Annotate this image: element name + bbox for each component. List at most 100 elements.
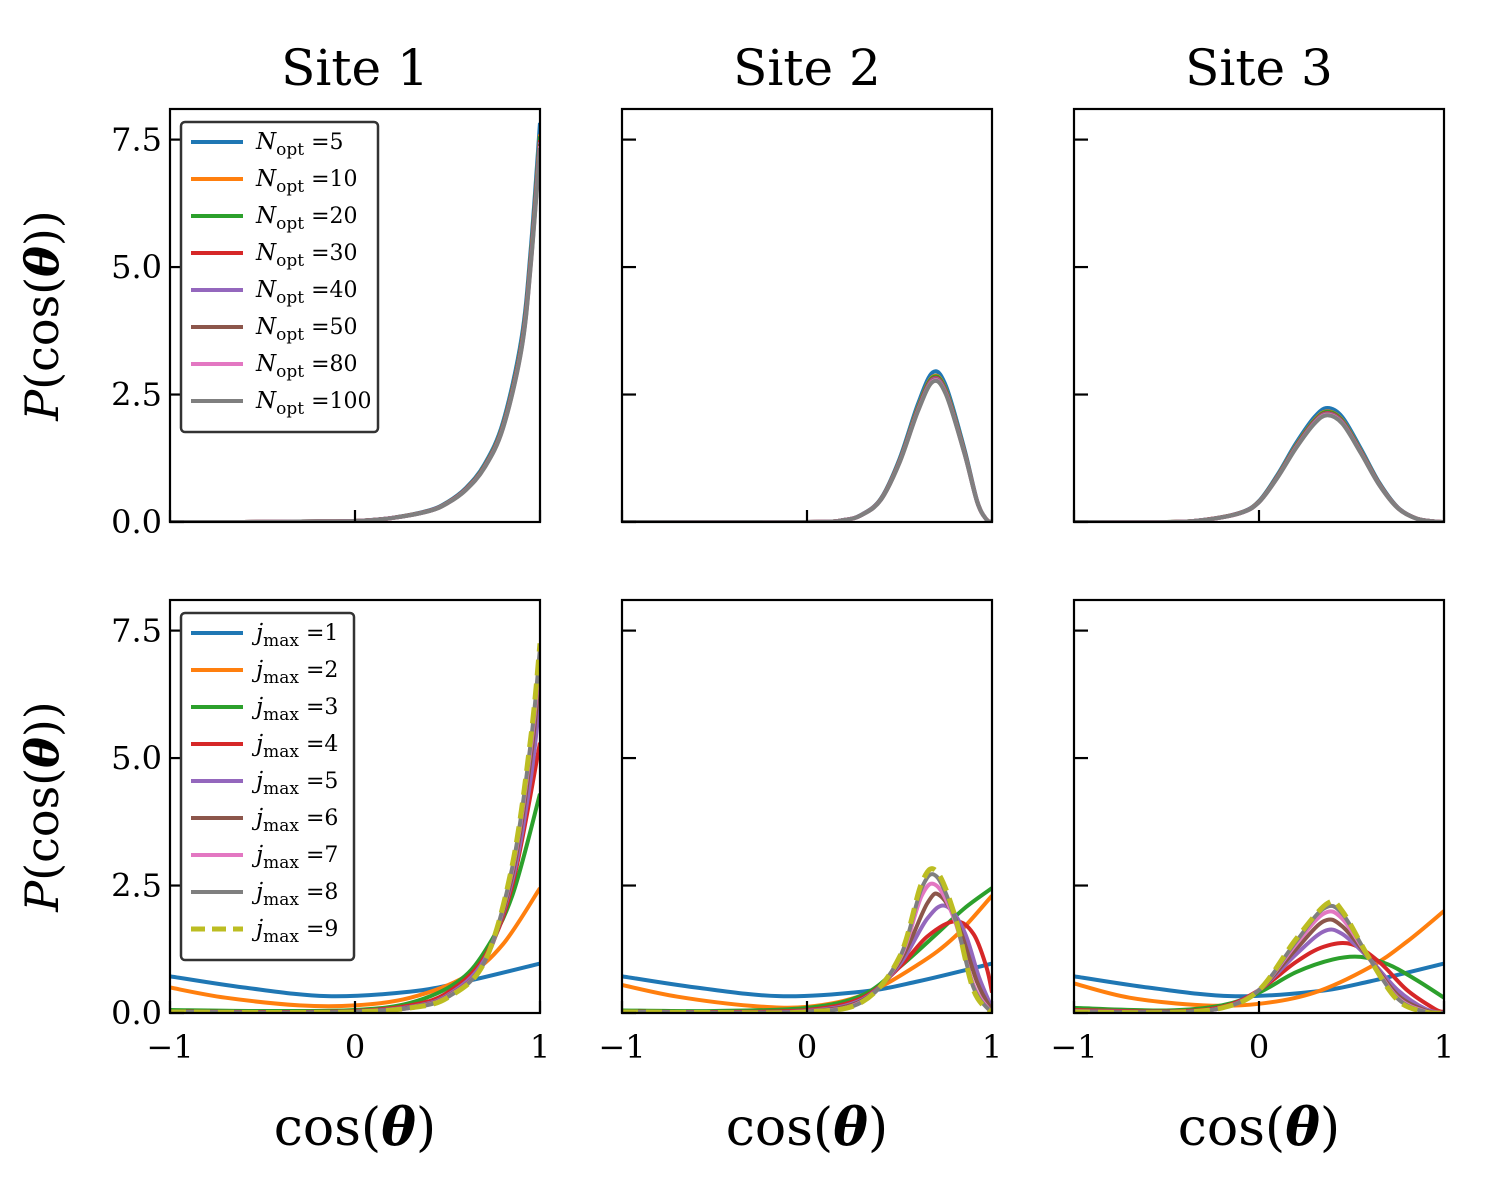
legend-label-6: jmax =6 [251, 805, 338, 836]
xlabel-text: ) [868, 1098, 888, 1158]
legend-label-80: Nopt =80 [255, 351, 358, 382]
legend-eq: = [299, 695, 324, 720]
series-line-n-40 [1074, 411, 1444, 522]
legend-label-2: jmax =2 [251, 657, 338, 688]
legend-label-20: Nopt =20 [255, 203, 358, 234]
axes-frame [1072, 598, 1446, 1015]
legend-subscript: max [263, 779, 299, 799]
ylabel-theta: θ [15, 246, 69, 277]
x-tick-label: 1 [982, 1028, 1002, 1066]
legend-eq: = [299, 806, 324, 831]
series-line-j-2 [622, 894, 992, 1010]
axes-frame [1072, 107, 1446, 524]
legend-value: 5 [330, 130, 344, 155]
legend-subscript: max [263, 668, 299, 688]
legend-eq: = [299, 843, 324, 868]
x-tick-label: −1 [598, 1028, 645, 1066]
x-axis-label: cos(θ) [726, 1097, 888, 1158]
legend-value: 4 [324, 732, 338, 757]
legend-value: 80 [330, 352, 358, 377]
series-line-n-30 [622, 375, 992, 522]
legend-label-3: jmax =3 [251, 694, 338, 725]
x-tick-label: 0 [797, 1028, 817, 1066]
ylabel-p: P [15, 389, 69, 422]
legend-subscript: opt [276, 214, 304, 234]
series-line-n-30 [1074, 411, 1444, 522]
series-line-j-9 [622, 866, 992, 1013]
series-line-n-20 [622, 374, 992, 522]
legend-value: 5 [324, 769, 338, 794]
legend-subscript: max [263, 631, 299, 651]
ylabel-text: )) [15, 210, 69, 246]
legend-subscript: opt [276, 140, 304, 160]
series-line-j-2 [1074, 909, 1444, 1008]
ylabel-text: (cos( [15, 768, 69, 881]
series-line-j-2 [170, 886, 540, 1009]
legend-label-30: Nopt =30 [255, 240, 358, 271]
legend-subscript: opt [276, 325, 304, 345]
x-axis-label: cos(θ) [274, 1097, 436, 1158]
xlabel-text: cos( [1178, 1098, 1285, 1158]
xlabel-text: cos( [274, 1098, 381, 1158]
legend-eq: = [299, 621, 324, 646]
legend-subscript: max [263, 816, 299, 836]
ylabel-text: )) [15, 701, 69, 737]
y-tick-label: 0.0 [111, 503, 162, 541]
y-tick-label: 2.5 [111, 376, 162, 414]
xlabel-text: ) [1320, 1098, 1340, 1158]
legend-subscript: max [263, 705, 299, 725]
series-line-j-9 [170, 643, 540, 1013]
column-title-1: Site 1 [281, 39, 429, 97]
xlabel-theta: θ [1285, 1097, 1320, 1158]
legend-value: 10 [330, 167, 358, 192]
legend-subscript: max [263, 927, 299, 947]
legend-box [179, 611, 356, 962]
column-title-3: Site 3 [1185, 39, 1333, 97]
series-line-j-1 [170, 961, 540, 999]
series-line-n-5 [622, 369, 992, 522]
legend-eq: = [304, 389, 329, 414]
xlabel-theta: θ [381, 1097, 416, 1158]
legend-value: 100 [330, 389, 372, 414]
series-line-n-40 [622, 376, 992, 522]
legend-subscript: opt [276, 177, 304, 197]
x-tick-label: 1 [1434, 1028, 1454, 1066]
series-line-n-100 [622, 378, 992, 522]
legend-subscript: opt [276, 251, 304, 271]
legend-symbol: N [255, 166, 277, 192]
legend-label-8: jmax =8 [251, 879, 338, 910]
series-line-j-9 [1074, 898, 1444, 1013]
legend-value: 20 [330, 204, 358, 229]
y-tick-label: 5.0 [111, 248, 162, 286]
y-tick-label: 7.5 [111, 612, 162, 650]
y-tick-label: 0.0 [111, 994, 162, 1032]
legend-label-9: jmax =9 [251, 916, 338, 947]
legend-value: 1 [324, 621, 338, 646]
panel-r2-c2: −1 0 1 cos(θ) [598, 598, 1002, 1158]
curves [1074, 406, 1444, 522]
y-tick-label: 2.5 [111, 867, 162, 905]
legend-symbol: N [255, 351, 277, 377]
legend-eq: = [299, 880, 324, 905]
legend-value: 40 [330, 278, 358, 303]
x-tick-label: −1 [146, 1028, 193, 1066]
column-title-2: Site 2 [733, 39, 881, 97]
legend-eq: = [304, 241, 329, 266]
series-line-n-100 [1074, 413, 1444, 522]
legend-symbol: N [255, 388, 277, 414]
curves [622, 369, 992, 522]
legend-eq: = [304, 130, 329, 155]
xlabel-text: cos( [726, 1098, 833, 1158]
legend-label-100: Nopt =100 [255, 388, 372, 419]
legend-symbol: N [255, 129, 277, 155]
ylabel-p: P [15, 880, 69, 913]
axes-frame [620, 107, 994, 524]
legend-subscript: max [263, 742, 299, 762]
legend-symbol: N [255, 240, 277, 266]
series-line-n-50 [622, 377, 992, 522]
